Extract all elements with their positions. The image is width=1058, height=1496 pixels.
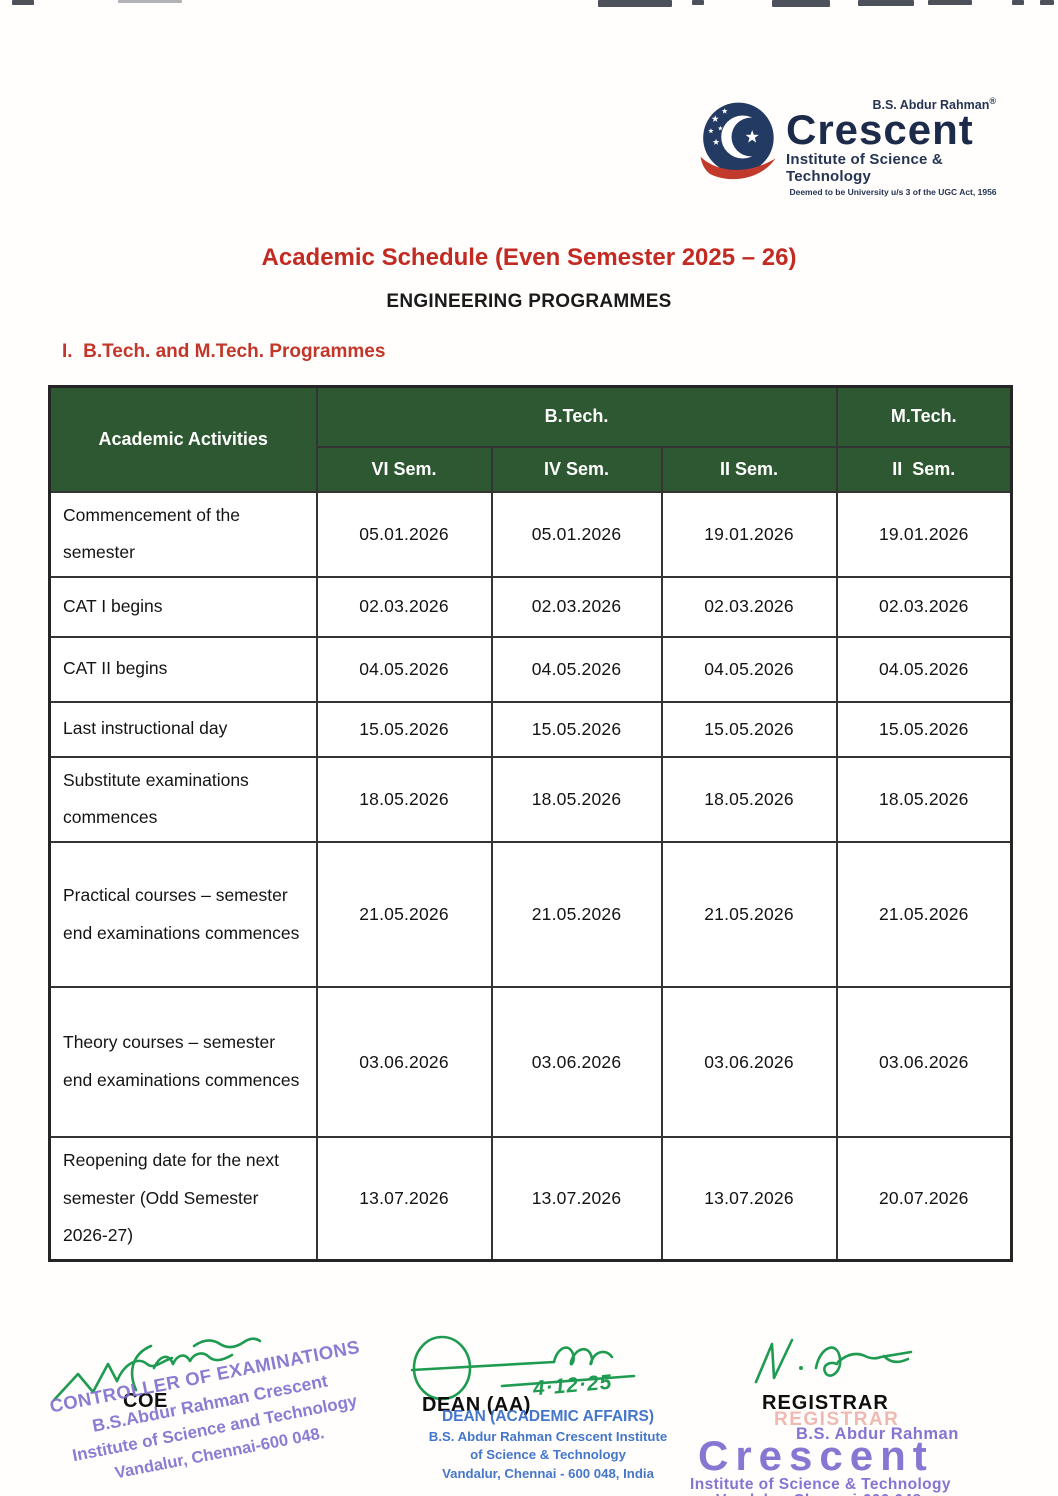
- table-row: Commencement of the semester 05.01.2026 …: [48, 490, 1013, 578]
- logo-text-block: B.S. Abdur Rahman® Crescent Institute of…: [786, 96, 1000, 197]
- logo-institute-line: Institute of Science & Technology: [786, 151, 943, 186]
- logo-deemed-line: Deemed to be University u/s 3 of the UGC…: [789, 187, 997, 198]
- date-cell: 05.01.2026: [490, 490, 663, 578]
- scan-artifact-mark: [118, 0, 182, 3]
- col-group-btech: B.Tech.: [315, 385, 838, 448]
- date-cell: 13.07.2026: [660, 1135, 838, 1262]
- date-cell: 18.05.2026: [490, 755, 663, 844]
- date-cell: 02.03.2026: [490, 575, 663, 638]
- dean-signature-block: 4·12·25 DEAN (AA) DEAN (ACADEMIC AFFAIRS…: [398, 1332, 698, 1496]
- date-cell: 05.01.2026: [315, 490, 493, 578]
- stamp-line: Institute of Science & Technology: [690, 1476, 951, 1493]
- crescent-moon-stars-emblem-icon: [700, 102, 776, 180]
- scan-artifact-mark: [928, 0, 972, 5]
- coe-signature-block: COE CONTROLLER OF EXAMINATIONS B.S.Abdur…: [28, 1332, 400, 1496]
- scan-artifact-mark: [598, 0, 672, 7]
- date-cell: 04.05.2026: [490, 635, 663, 703]
- table-row: Last instructional day 15.05.2026 15.05.…: [48, 700, 1013, 758]
- header-row-groups: Academic Activities B.Tech. M.Tech.: [48, 385, 1013, 493]
- registrar-signature-icon: [754, 1338, 913, 1384]
- date-cell: 03.06.2026: [835, 986, 1013, 1138]
- scan-artifact-mark: [772, 0, 830, 7]
- date-cell: 04.05.2026: [835, 635, 1013, 703]
- section-heading: I. B.Tech. and M.Tech. Programmes: [62, 341, 386, 362]
- table-row: Practical courses – semester end examina…: [48, 841, 1013, 988]
- col-header-ii-sem-mtech: II Sem.: [835, 445, 1013, 493]
- activity-cell: Substitute examinations commences: [48, 755, 318, 844]
- scan-artifact-mark: [1040, 0, 1054, 5]
- page-title: Academic Schedule (Even Semester 2025 – …: [261, 244, 797, 271]
- col-group-mtech: M.Tech.: [835, 385, 1013, 448]
- dean-label: DEAN (AA): [422, 1394, 531, 1416]
- stamp-line: Vandalur, Chennai - 600 048, India: [442, 1465, 654, 1481]
- date-cell: 15.05.2026: [490, 700, 663, 758]
- date-cell: 19.01.2026: [660, 490, 838, 578]
- registrar-stamp-brand: Crescent: [698, 1432, 934, 1479]
- date-cell: 21.05.2026: [660, 841, 838, 988]
- date-cell: 03.06.2026: [660, 986, 838, 1138]
- date-cell: 02.03.2026: [835, 575, 1013, 638]
- stamp-line: B.S. Abdur Rahman Crescent Institute: [428, 1429, 668, 1444]
- date-cell: 02.03.2026: [660, 575, 838, 638]
- col-header-iv-sem: IV Sem.: [490, 445, 663, 493]
- dean-stamp: DEAN (ACADEMIC AFFAIRS) B.S. Abdur Rahma…: [398, 1408, 698, 1483]
- table-row: Reopening date for the next semester (Od…: [48, 1135, 1013, 1262]
- date-cell: 04.05.2026: [315, 635, 493, 703]
- coe-label: COE: [123, 1390, 168, 1412]
- col-header-academic-activities: Academic Activities: [48, 385, 318, 493]
- logo-trademark-line: B.S. Abdur Rahman®: [872, 96, 996, 113]
- activity-cell: CAT II begins: [48, 635, 318, 703]
- table-row: Theory courses – semester end examinatio…: [48, 986, 1013, 1138]
- coe-signature-icon: [52, 1337, 262, 1402]
- stamp-line: Vandalur, Chennai-600 048: [716, 1492, 922, 1496]
- registrar-label: REGISTRAR: [762, 1392, 889, 1414]
- date-cell: 15.05.2026: [315, 700, 493, 758]
- activity-cell: Last instructional day: [48, 700, 318, 758]
- stamp-line: B.S. Abdur Rahman: [796, 1425, 959, 1443]
- date-cell: 21.05.2026: [490, 841, 663, 988]
- date-cell: 13.07.2026: [490, 1135, 663, 1262]
- col-header-ii-sem-btech: II Sem.: [660, 445, 838, 493]
- date-cell: 04.05.2026: [660, 635, 838, 703]
- table-row: Substitute examinations commences 18.05.…: [48, 755, 1013, 844]
- date-cell: 13.07.2026: [315, 1135, 493, 1262]
- scan-artifact-mark: [858, 0, 914, 6]
- date-cell: 18.05.2026: [835, 755, 1013, 844]
- dean-signature-icon: [410, 1335, 636, 1401]
- date-cell: 19.01.2026: [835, 490, 1013, 578]
- activity-cell: Reopening date for the next semester (Od…: [48, 1135, 318, 1262]
- date-cell: 18.05.2026: [660, 755, 838, 844]
- table-row: CAT I begins 02.03.2026 02.03.2026 02.03…: [48, 575, 1013, 638]
- scan-artifact-mark: [1012, 0, 1024, 5]
- registrar-stamp-faint-title: REGISTRAR: [774, 1409, 900, 1430]
- col-header-vi-sem: VI Sem.: [315, 445, 493, 493]
- registrar-signature-block: REGISTRAR REGISTRAR B.S. Abdur Rahman Cr…: [688, 1332, 1033, 1496]
- scan-artifact-mark: [12, 0, 34, 5]
- date-cell: 15.05.2026: [660, 700, 838, 758]
- table-row: CAT II begins 04.05.2026 04.05.2026 04.0…: [48, 635, 1013, 703]
- activity-cell: CAT I begins: [48, 575, 318, 638]
- activity-cell: Theory courses – semester end examinatio…: [48, 986, 318, 1138]
- institution-logo: B.S. Abdur Rahman® Crescent Institute of…: [698, 96, 1000, 197]
- date-cell: 15.05.2026: [835, 700, 1013, 758]
- date-cell: 02.03.2026: [315, 575, 493, 638]
- header-row-semesters: VI Sem. IV Sem. II Sem. II Sem.: [50, 445, 1013, 493]
- date-cell: 03.06.2026: [315, 986, 493, 1138]
- date-cell: 18.05.2026: [315, 755, 493, 844]
- date-cell: 20.07.2026: [835, 1135, 1013, 1262]
- activity-cell: Commencement of the semester: [48, 490, 318, 578]
- stamp-line: DEAN (ACADEMIC AFFAIRS): [441, 1408, 655, 1425]
- date-cell: 03.06.2026: [490, 986, 663, 1138]
- date-cell: 21.05.2026: [315, 841, 493, 988]
- date-cell: 21.05.2026: [835, 841, 1013, 988]
- page-subtitle: ENGINEERING PROGRAMMES: [386, 291, 672, 312]
- scan-artifact-mark: [692, 0, 704, 5]
- activity-cell: Practical courses – semester end examina…: [48, 841, 318, 988]
- academic-schedule-table: Academic Activities B.Tech. M.Tech. VI S…: [48, 385, 1014, 1262]
- registered-mark: ®: [989, 96, 996, 106]
- stamp-line: of Science & Technology: [470, 1447, 626, 1463]
- logo-brand-name: Crescent: [786, 106, 974, 154]
